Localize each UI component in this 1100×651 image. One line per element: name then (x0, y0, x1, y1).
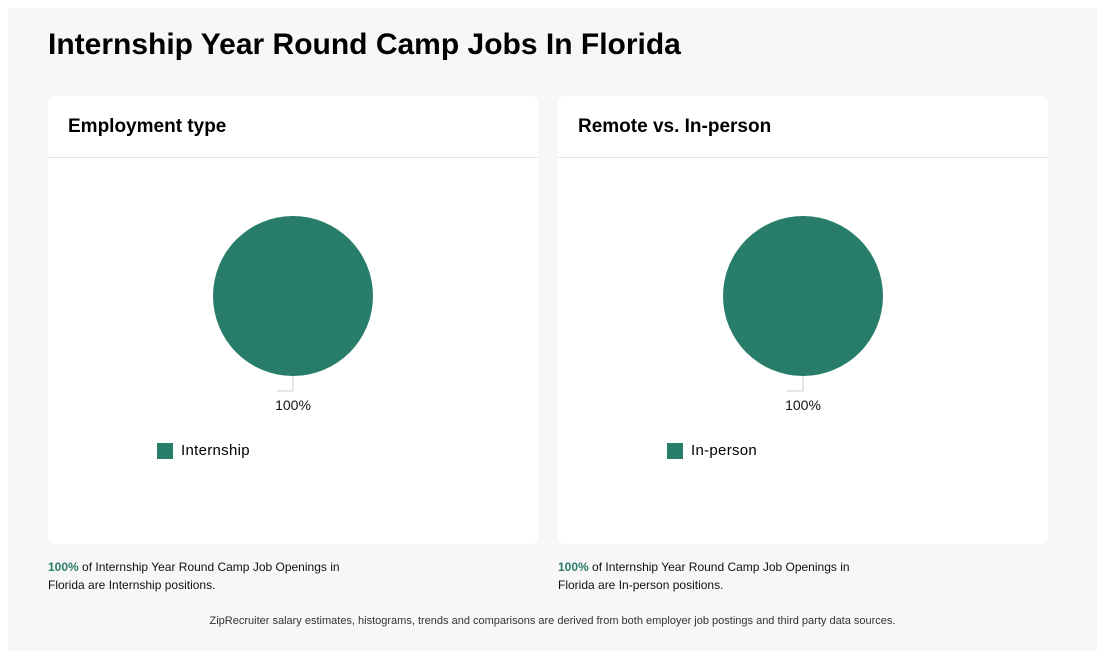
caption-percent: 100% (48, 560, 79, 574)
pie-slice-internship (213, 216, 373, 376)
legend-label: In-person (691, 442, 758, 459)
chart-legend: In-person (667, 442, 757, 459)
caption-text: of Internship Year Round Camp Job Openin… (48, 560, 340, 592)
pie-slice-in-person (723, 216, 883, 376)
employment-type-pie-chart: 100% (213, 216, 373, 413)
legend-swatch (157, 442, 173, 459)
remote-vs-in-person-pie-chart: 100% (723, 216, 883, 413)
pie-data-label: 100% (275, 397, 311, 413)
legend-swatch (667, 442, 683, 459)
pie-data-label: 100% (785, 397, 821, 413)
page-frame: Internship Year Round Camp Jobs In Flori… (8, 8, 1097, 651)
employment-type-caption: 100% of Internship Year Round Camp Job O… (48, 558, 368, 594)
legend-label: Internship (181, 442, 250, 459)
card-header: Employment type (48, 96, 538, 158)
card-title: Remote vs. In-person (578, 115, 772, 137)
page-title: Internship Year Round Camp Jobs In Flori… (48, 28, 681, 61)
remote-vs-in-person-caption: 100% of Internship Year Round Camp Job O… (558, 558, 878, 594)
data-source-footnote: ZipRecruiter salary estimates, histogram… (209, 615, 896, 627)
chart-legend: Internship (157, 442, 250, 459)
card-header: Remote vs. In-person (558, 96, 1048, 158)
caption-text: of Internship Year Round Camp Job Openin… (558, 560, 850, 592)
caption-percent: 100% (558, 560, 589, 574)
employment-type-card: Employment type 100% Internship (48, 96, 538, 544)
remote-vs-in-person-card: Remote vs. In-person 100% In-person (558, 96, 1048, 544)
card-title: Employment type (68, 115, 227, 137)
